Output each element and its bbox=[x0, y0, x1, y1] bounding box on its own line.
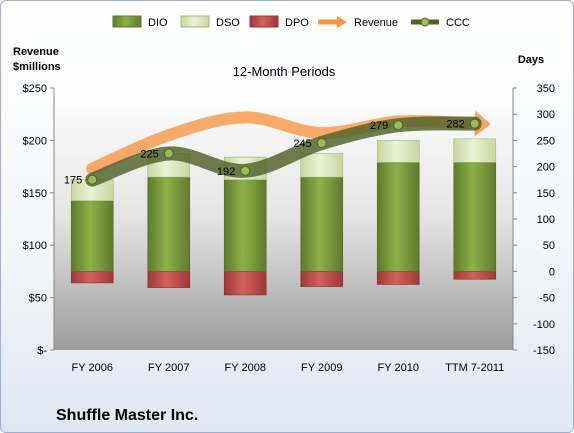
right-tick-label: 300 bbox=[537, 109, 555, 121]
left-tick-label: $- bbox=[37, 345, 47, 357]
right-axis: -150 -100 -50 0 50 100 150 200 250 300 350 bbox=[512, 83, 555, 357]
x-axis: FY 2006 FY 2007 FY 2008 FY 2009 FY 2010 TTM 7… bbox=[72, 362, 505, 374]
right-tick-label: 50 bbox=[543, 240, 555, 252]
x-tick-label: FY 2006 bbox=[72, 362, 113, 374]
right-tick-label: 150 bbox=[537, 188, 555, 200]
bar-dio bbox=[70, 200, 114, 272]
right-tick-label: 250 bbox=[537, 135, 555, 147]
bar-dso bbox=[376, 140, 420, 163]
ccc-data-label: 175 bbox=[64, 175, 82, 187]
right-tick-label: 200 bbox=[537, 162, 555, 174]
ccc-data-label: 245 bbox=[293, 138, 311, 150]
left-tick-label: $50 bbox=[29, 293, 47, 305]
bar-dio bbox=[376, 162, 420, 272]
legend-dio-swatch bbox=[112, 15, 142, 28]
right-tick-label: 100 bbox=[537, 214, 555, 226]
x-tick-label: FY 2007 bbox=[148, 362, 189, 374]
ccc-point bbox=[393, 120, 404, 131]
left-axis: $- $50 $100 $150 $200 $250 bbox=[23, 83, 55, 357]
right-tick-label: 0 bbox=[549, 266, 555, 278]
bar-dpo bbox=[147, 271, 191, 288]
bar-dso bbox=[300, 153, 344, 178]
legend: DIO DSO DPO Revenue CCC bbox=[112, 15, 470, 29]
legend-revenue-label: Revenue bbox=[354, 17, 398, 29]
bar-dio bbox=[223, 179, 267, 272]
plot-area bbox=[54, 88, 513, 350]
lines: 175 225 192 245 279 282 bbox=[64, 110, 491, 187]
right-tick-label: -100 bbox=[533, 319, 555, 331]
legend-dso-swatch bbox=[180, 15, 210, 28]
legend-ccc-swatch bbox=[411, 17, 439, 27]
left-tick-label: $250 bbox=[23, 83, 47, 95]
ccc-point bbox=[316, 138, 327, 149]
left-tick-label: $200 bbox=[23, 135, 47, 147]
ccc-point bbox=[163, 148, 174, 159]
ccc-data-label: 192 bbox=[217, 166, 235, 178]
x-tick-label: TTM 7-2011 bbox=[445, 362, 504, 374]
x-tick-label: FY 2010 bbox=[378, 362, 419, 374]
bar-dio bbox=[300, 176, 344, 272]
ccc-point bbox=[240, 165, 251, 176]
chart-title: 12-Month Periods bbox=[233, 64, 336, 79]
legend-dpo-label: DPO bbox=[285, 17, 309, 29]
revenue-arrowhead bbox=[474, 110, 491, 137]
legend-dio-label: DIO bbox=[148, 17, 168, 29]
bar-dpo bbox=[70, 271, 114, 284]
bar-dpo bbox=[223, 271, 267, 296]
ccc-point bbox=[87, 174, 98, 185]
ccc-data-label: 282 bbox=[446, 119, 464, 131]
legend-dso-label: DSO bbox=[216, 17, 240, 29]
ccc-data-label: 279 bbox=[370, 120, 388, 132]
bar-dpo bbox=[376, 271, 420, 285]
left-tick-label: $100 bbox=[23, 240, 47, 252]
x-tick-label: FY 2008 bbox=[225, 362, 266, 374]
right-axis-label: Days bbox=[518, 54, 544, 66]
right-tick-label: 350 bbox=[537, 83, 555, 95]
bar-dso bbox=[453, 138, 497, 163]
ccc-point bbox=[469, 118, 480, 129]
legend-revenue-swatch bbox=[318, 16, 347, 28]
legend-dpo-swatch bbox=[249, 15, 279, 28]
bar-dpo bbox=[453, 271, 497, 280]
right-tick-label: -50 bbox=[539, 293, 555, 305]
bar-dio bbox=[453, 162, 497, 272]
legend-ccc-label: CCC bbox=[446, 17, 470, 29]
left-axis-label-line1: Revenue bbox=[13, 46, 59, 58]
left-tick-label: $150 bbox=[23, 188, 47, 200]
company-name: Shuffle Master Inc. bbox=[56, 407, 199, 424]
bar-dpo bbox=[300, 271, 344, 287]
left-axis-label-line2: $millions bbox=[13, 61, 61, 73]
bar-dio bbox=[147, 176, 191, 272]
right-tick-label: -150 bbox=[533, 345, 555, 357]
ccc-data-label: 225 bbox=[140, 149, 158, 161]
x-tick-label: FY 2009 bbox=[301, 362, 342, 374]
